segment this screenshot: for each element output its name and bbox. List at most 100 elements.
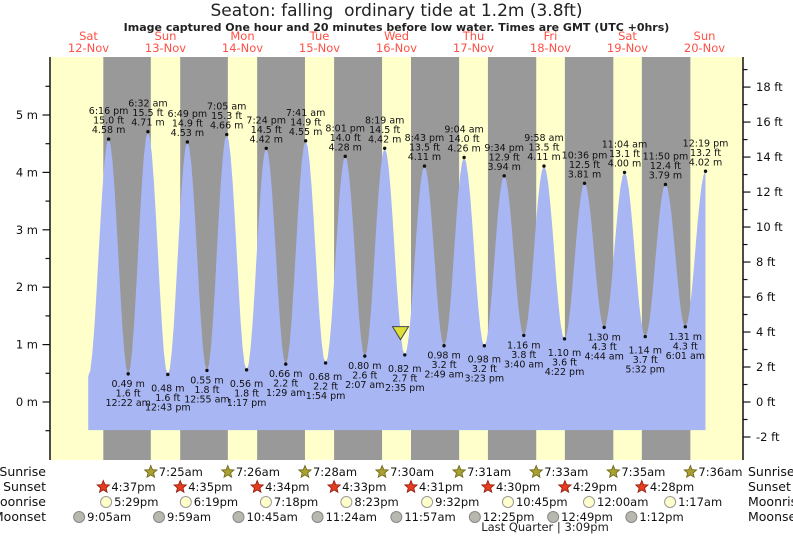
moonrise-time: 1:17am bbox=[678, 495, 722, 509]
tide-high-height-m: 4.55 m bbox=[289, 127, 322, 138]
tide-low-dot bbox=[166, 372, 170, 377]
left-axis-tick-label: 1 m bbox=[16, 338, 38, 352]
left-axis-tick-label: 2 m bbox=[16, 280, 38, 294]
left-axis-tick-label: 5 m bbox=[16, 108, 38, 122]
day-header-date: 19-Nov bbox=[607, 41, 648, 55]
tide-high-height-m: 3.81 m bbox=[568, 169, 601, 180]
tide-low-time: 1:29 am bbox=[266, 388, 305, 399]
tide-high-time: 6:16 pm bbox=[89, 106, 129, 117]
moonset-time: 9:59am bbox=[167, 510, 211, 524]
moonrise-circle-icon bbox=[179, 496, 192, 508]
tide-high-height-m: 4.42 m bbox=[368, 134, 401, 145]
moonrise-time: 9:32pm bbox=[435, 495, 479, 509]
day-header-date: 16-Nov bbox=[376, 41, 417, 55]
tide-high-time: 12:19 pm bbox=[683, 138, 729, 149]
sunset-time: 4:29pm bbox=[573, 480, 617, 494]
day-header-name: Sun bbox=[155, 29, 177, 43]
tide-low-dot bbox=[244, 368, 249, 372]
tide-low-dot bbox=[643, 334, 647, 339]
page-subtitle: Image captured One hour and 20 minutes b… bbox=[123, 21, 670, 34]
tide-low-height-ft: 3.2 ft bbox=[472, 364, 497, 375]
right-axis-tick-label: 4 ft bbox=[756, 325, 776, 339]
tide-low-dot bbox=[205, 368, 209, 373]
moonrise-circle-icon bbox=[421, 496, 434, 508]
tide-high-dot bbox=[185, 140, 190, 144]
tide-low-time: 2:49 am bbox=[424, 370, 463, 381]
tide-high-height-m: 4.11 m bbox=[408, 152, 441, 163]
tide-low-height-m: 1.30 m bbox=[587, 332, 620, 343]
sunrise-star-icon bbox=[220, 464, 236, 479]
tide-low-height-ft: 3.2 ft bbox=[432, 360, 457, 371]
moonset-time: 11:57am bbox=[404, 510, 455, 524]
tide-low-time: 5:32 pm bbox=[625, 365, 665, 376]
moonrise-time: 7:18pm bbox=[274, 495, 318, 509]
current-level-marker-icon bbox=[391, 326, 410, 341]
sunset-time: 4:28pm bbox=[650, 480, 694, 494]
moonset-time: 11:24am bbox=[326, 510, 377, 524]
tide-high-height-m: 4.42 m bbox=[250, 134, 283, 145]
tide-high-time: 6:49 pm bbox=[168, 109, 208, 120]
tide-low-height-m: 1.31 m bbox=[669, 332, 702, 343]
tide-low-time: 12:43 pm bbox=[145, 402, 191, 413]
left-axis-tick-label: 0 m bbox=[16, 395, 38, 409]
page-title: Seaton: falling ordinary tide at 1.2m (3… bbox=[210, 1, 583, 21]
moonset-time: 12:25pm bbox=[483, 510, 535, 524]
left-axis-tick-label: 3 m bbox=[16, 223, 38, 237]
sunrise-star-icon bbox=[374, 464, 390, 479]
sunrise-star-icon bbox=[683, 464, 698, 479]
sunrise-star-icon bbox=[451, 464, 467, 479]
sunset-star-icon bbox=[96, 479, 111, 494]
tide-low-height-ft: 2.7 ft bbox=[392, 373, 417, 384]
moonset-circle-icon bbox=[153, 511, 166, 523]
tide-high-time: 8:43 pm bbox=[405, 133, 445, 144]
sunset-star-icon bbox=[634, 479, 650, 494]
sunset-time: 4:37pm bbox=[111, 480, 155, 494]
tide-low-height-ft: 1.8 ft bbox=[234, 388, 259, 399]
tide-high-height-ft: 13.5 ft bbox=[528, 143, 559, 154]
tide-low-height-ft: 2.6 ft bbox=[352, 371, 377, 382]
right-axis-tick-label: 6 ft bbox=[756, 290, 776, 304]
tide-low-height-m: 0.98 m bbox=[427, 351, 460, 362]
row-label-moonset-left: Moonset bbox=[0, 509, 46, 524]
sunset-time: 4:34pm bbox=[265, 480, 309, 494]
right-axis-tick-label: 8 ft bbox=[756, 255, 776, 269]
tide-low-height-m: 1.10 m bbox=[548, 348, 581, 359]
tide-high-height-m: 4.02 m bbox=[689, 157, 722, 168]
moonrise-time: 12:00am bbox=[597, 495, 648, 509]
tide-low-time: 12:55 am bbox=[184, 394, 229, 405]
tide-high-dot bbox=[106, 137, 111, 141]
sunset-star-icon bbox=[403, 479, 419, 494]
tide-low-time: 1:17 pm bbox=[227, 398, 267, 409]
tide-low-time: 1:54 pm bbox=[306, 391, 346, 402]
sunrise-star-icon bbox=[143, 464, 159, 479]
row-label-sunrise-left: Sunrise bbox=[0, 464, 46, 479]
tide-high-height-ft: 13.5 ft bbox=[409, 143, 440, 154]
sunrise-time: 7:25am bbox=[159, 465, 203, 479]
tide-low-height-ft: 2.2 ft bbox=[273, 379, 298, 390]
tide-high-height-ft: 14.5 ft bbox=[251, 125, 282, 136]
sunset-star-icon bbox=[557, 479, 573, 494]
tide-low-height-ft: 1.6 ft bbox=[116, 388, 141, 399]
sunset-time: 4:31pm bbox=[419, 480, 463, 494]
tide-high-time: 9:34 pm bbox=[484, 143, 524, 154]
row-label-sunrise-right: Sunrise bbox=[748, 464, 793, 479]
moonrise-circle-icon bbox=[259, 496, 272, 508]
tide-low-dot bbox=[602, 325, 606, 330]
tide-high-time: 8:19 am bbox=[365, 115, 404, 126]
tide-high-height-ft: 14.0 ft bbox=[449, 134, 480, 145]
tide-high-dot bbox=[703, 169, 708, 173]
sunrise-star-icon bbox=[528, 464, 544, 479]
moonset-circle-icon bbox=[547, 511, 560, 523]
tide-high-height-ft: 14.0 ft bbox=[330, 133, 361, 144]
tide-low-dot bbox=[323, 361, 328, 365]
moonrise-time: 5:29pm bbox=[114, 495, 158, 509]
day-header-name: Fri bbox=[544, 29, 558, 43]
day-header-name: Sun bbox=[694, 29, 716, 43]
tide-high-height-m: 3.79 m bbox=[649, 170, 682, 181]
moonrise-time: 6:19pm bbox=[194, 495, 238, 509]
day-header-date: 17-Nov bbox=[453, 41, 494, 55]
tide-high-dot bbox=[663, 182, 668, 187]
tide-high-dot bbox=[542, 164, 546, 168]
tide-high-height-ft: 12.9 ft bbox=[489, 152, 520, 163]
tide-low-dot bbox=[363, 354, 367, 358]
